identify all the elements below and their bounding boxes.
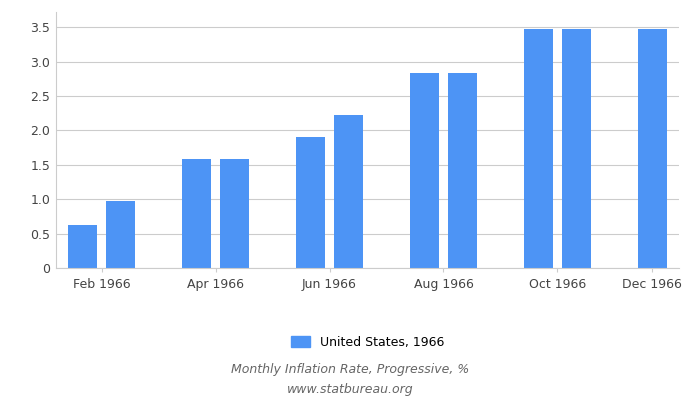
Legend: United States, 1966: United States, 1966 <box>286 330 449 354</box>
Bar <box>524 29 553 268</box>
Bar <box>220 158 248 268</box>
Text: Monthly Inflation Rate, Progressive, %: Monthly Inflation Rate, Progressive, % <box>231 364 469 376</box>
Bar <box>69 225 97 268</box>
Bar <box>296 137 325 268</box>
Bar <box>335 115 363 268</box>
Bar <box>182 158 211 268</box>
Bar <box>106 201 135 268</box>
Bar <box>562 29 591 268</box>
Text: www.statbureau.org: www.statbureau.org <box>287 384 413 396</box>
Bar <box>638 29 666 268</box>
Bar <box>448 72 477 268</box>
Bar <box>410 72 439 268</box>
